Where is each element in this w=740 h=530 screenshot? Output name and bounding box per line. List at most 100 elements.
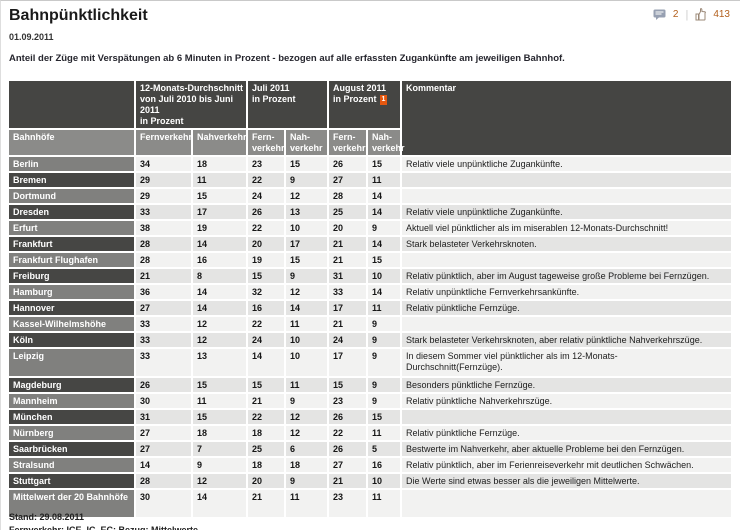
value-cell: 17 xyxy=(329,349,369,378)
value-cell: 17 xyxy=(193,205,249,221)
header-group-august: August 2011 in Prozent 1 xyxy=(329,81,403,130)
value-cell: 11 xyxy=(368,301,403,317)
value-cell: 10 xyxy=(286,333,330,349)
table-row: Hamburg 36 14 32 12 33 14 Relativ unpünktliche … xyxy=(9,285,734,301)
value-cell: 9 xyxy=(368,221,403,237)
value-cell: 10 xyxy=(368,474,403,490)
comment-cell: Die Werte sind etwas besser als die jewe… xyxy=(402,474,734,490)
table-row: Dresden 33 17 26 13 25 14 Relativ viele unpünkt… xyxy=(9,205,734,221)
value-cell: 25 xyxy=(329,205,369,221)
value-cell: 21 xyxy=(136,269,193,285)
value-cell: 8 xyxy=(193,269,249,285)
value-cell: 9 xyxy=(286,173,330,189)
value-cell: 13 xyxy=(286,205,330,221)
station-label: München xyxy=(9,410,136,426)
value-cell: 26 xyxy=(329,442,369,458)
value-cell: 14 xyxy=(193,285,249,301)
comment-cell: Relativ pünktlich, aber im August tagewe… xyxy=(402,269,734,285)
table-row: Frankfurt Flughafen 28 16 19 15 21 15 xyxy=(9,253,734,269)
comment-cell: Relativ pünktliche Fernzüge. xyxy=(402,301,734,317)
header-bahnhoefe: Bahnhöfe xyxy=(9,130,136,157)
likes-count[interactable]: 413 xyxy=(713,9,730,20)
comments-count[interactable]: 2 xyxy=(672,9,679,20)
station-label: Magdeburg xyxy=(9,378,136,394)
value-cell: 9 xyxy=(286,269,330,285)
value-cell: 11 xyxy=(286,378,330,394)
value-cell: 27 xyxy=(136,426,193,442)
header-group-juli-sub-label: in Prozent xyxy=(252,94,296,104)
value-cell: 27 xyxy=(329,173,369,189)
header-fernverkehr-august: Fern- verkehr xyxy=(329,130,369,157)
header-group-12m-sub: in Prozent xyxy=(140,116,184,126)
value-cell: 38 xyxy=(136,221,193,237)
value-cell: 33 xyxy=(136,349,193,378)
article-meta: 2 | 413 xyxy=(653,8,730,21)
table-row: Frankfurt 28 14 20 17 21 14 Stark belasteter Ve… xyxy=(9,237,734,253)
value-cell: 21 xyxy=(248,490,287,519)
value-cell: 11 xyxy=(368,426,403,442)
value-cell: 27 xyxy=(329,458,369,474)
value-cell: 22 xyxy=(329,426,369,442)
value-cell: 21 xyxy=(329,317,369,333)
value-cell: 26 xyxy=(329,157,369,173)
station-label: Leipzig xyxy=(9,349,136,378)
value-cell: 14 xyxy=(193,490,249,519)
comment-cell: Stark belasteter Verkehrsknoten. xyxy=(402,237,734,253)
station-label: Nürnberg xyxy=(9,426,136,442)
table-row: Mittelwert der 20 Bahnhöfe 30 14 21 11 23 11 xyxy=(9,490,734,519)
value-cell: 27 xyxy=(136,442,193,458)
value-cell: 15 xyxy=(368,253,403,269)
value-cell: 31 xyxy=(329,269,369,285)
table-row: Hannover 27 14 16 14 17 11 Relativ pünktliche F… xyxy=(9,301,734,317)
value-cell: 18 xyxy=(286,458,330,474)
header-group-12m-label: 12-Monats-Durchschnitt von Juli 2010 bis… xyxy=(140,83,244,115)
station-label: Stuttgart xyxy=(9,474,136,490)
table-row: Nürnberg 27 18 18 12 22 11 Relativ pünktliche F… xyxy=(9,426,734,442)
table-row: Stralsund 14 9 18 18 27 16 Relativ pünktlich, a… xyxy=(9,458,734,474)
table-row: Freiburg 21 8 15 9 31 10 Relativ pünktlich, abe… xyxy=(9,269,734,285)
value-cell: 7 xyxy=(193,442,249,458)
value-cell: 14 xyxy=(193,237,249,253)
table-row: Bremen 29 11 22 9 27 11 xyxy=(9,173,734,189)
value-cell: 29 xyxy=(136,173,193,189)
station-label: Stralsund xyxy=(9,458,136,474)
header-nahverkehr-august: Nah- verkehr xyxy=(368,130,405,157)
thumbs-up-icon[interactable] xyxy=(695,8,707,21)
header-group-juli-sub: in Prozent xyxy=(252,94,325,105)
value-cell: 9 xyxy=(286,474,330,490)
station-label: Mittelwert der 20 Bahnhöfe xyxy=(9,490,136,519)
value-cell: 28 xyxy=(329,189,369,205)
value-cell: 18 xyxy=(248,458,287,474)
table-row: Saarbrücken 27 7 25 6 26 5 Bestwerte im Nahverk… xyxy=(9,442,734,458)
punctuality-table: 12-Monats-Durchschnitt von Juli 2010 bis… xyxy=(9,81,734,519)
value-cell: 9 xyxy=(286,394,330,410)
value-cell: 9 xyxy=(368,333,403,349)
table-row: Leipzig 33 13 14 10 17 9 In diesem Sommer viel … xyxy=(9,349,734,378)
value-cell: 21 xyxy=(248,394,287,410)
comment-cell xyxy=(402,490,734,519)
value-cell: 33 xyxy=(136,333,193,349)
value-cell: 33 xyxy=(136,205,193,221)
value-cell: 13 xyxy=(193,349,249,378)
value-cell: 22 xyxy=(248,317,287,333)
footnote-badge[interactable]: 1 xyxy=(379,95,388,105)
station-label: Hamburg xyxy=(9,285,136,301)
header-nahverkehr-12m: Nahverkehr xyxy=(193,130,249,157)
value-cell: 14 xyxy=(248,349,287,378)
value-cell: 15 xyxy=(329,378,369,394)
value-cell: 23 xyxy=(248,157,287,173)
comments-icon[interactable] xyxy=(653,9,666,20)
value-cell: 11 xyxy=(286,317,330,333)
station-label: Dresden xyxy=(9,205,136,221)
value-cell: 33 xyxy=(329,285,369,301)
comment-cell xyxy=(402,253,734,269)
table-row: Stuttgart 28 12 20 9 21 10 Die Werte sind etwas… xyxy=(9,474,734,490)
article-date: 01.09.2011 xyxy=(9,32,54,42)
value-cell: 24 xyxy=(248,189,287,205)
value-cell: 6 xyxy=(286,442,330,458)
value-cell: 21 xyxy=(329,253,369,269)
value-cell: 14 xyxy=(368,237,403,253)
value-cell: 18 xyxy=(193,426,249,442)
comment-cell: Relativ unpünktliche Fernverkehrsankünft… xyxy=(402,285,734,301)
station-label: Berlin xyxy=(9,157,136,173)
